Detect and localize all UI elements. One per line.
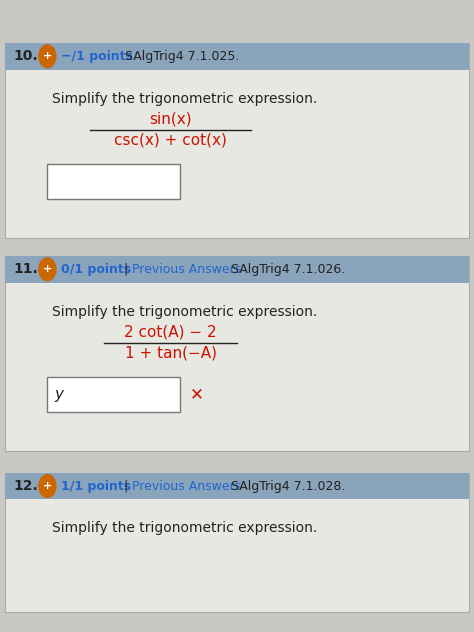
Text: Simplify the trigonometric expression.: Simplify the trigonometric expression.: [52, 305, 318, 319]
Bar: [5, 473, 469, 499]
Text: csc(x) + cot(x): csc(x) + cot(x): [114, 133, 227, 148]
Circle shape: [39, 475, 56, 497]
Text: y: y: [55, 387, 64, 402]
Circle shape: [39, 258, 56, 281]
Circle shape: [39, 45, 56, 68]
Text: 1/1 points: 1/1 points: [61, 480, 131, 492]
Text: +: +: [43, 51, 52, 61]
Text: Simplify the trigonometric expression.: Simplify the trigonometric expression.: [52, 521, 318, 535]
Text: Previous Answers: Previous Answers: [132, 263, 241, 276]
Bar: [5, 43, 469, 70]
Text: Previous Answers: Previous Answers: [132, 480, 241, 492]
Bar: [5, 256, 469, 283]
Text: 11.: 11.: [13, 262, 38, 276]
Text: SAlgTrig4 7.1.025.: SAlgTrig4 7.1.025.: [125, 50, 239, 63]
Text: |: |: [123, 480, 128, 492]
Text: SAlgTrig4 7.1.026.: SAlgTrig4 7.1.026.: [231, 263, 346, 276]
Bar: [5, 256, 469, 451]
Bar: [5, 43, 469, 238]
Bar: [47, 377, 180, 412]
Text: 2 cot(A) − 2: 2 cot(A) − 2: [124, 324, 217, 339]
Text: |: |: [123, 263, 128, 276]
Text: sin(x): sin(x): [149, 111, 192, 126]
Bar: [5, 473, 469, 612]
Text: +: +: [43, 264, 52, 274]
Text: 12.: 12.: [13, 479, 38, 493]
Text: ✕: ✕: [190, 386, 203, 404]
Text: 10.: 10.: [13, 49, 38, 63]
Text: +: +: [43, 481, 52, 491]
Text: Simplify the trigonometric expression.: Simplify the trigonometric expression.: [52, 92, 318, 106]
Bar: [47, 164, 180, 199]
Text: 0/1 points: 0/1 points: [61, 263, 131, 276]
Text: −/1 points: −/1 points: [61, 50, 133, 63]
Text: 1 + tan(−A): 1 + tan(−A): [125, 346, 217, 361]
Text: SAlgTrig4 7.1.028.: SAlgTrig4 7.1.028.: [231, 480, 346, 492]
